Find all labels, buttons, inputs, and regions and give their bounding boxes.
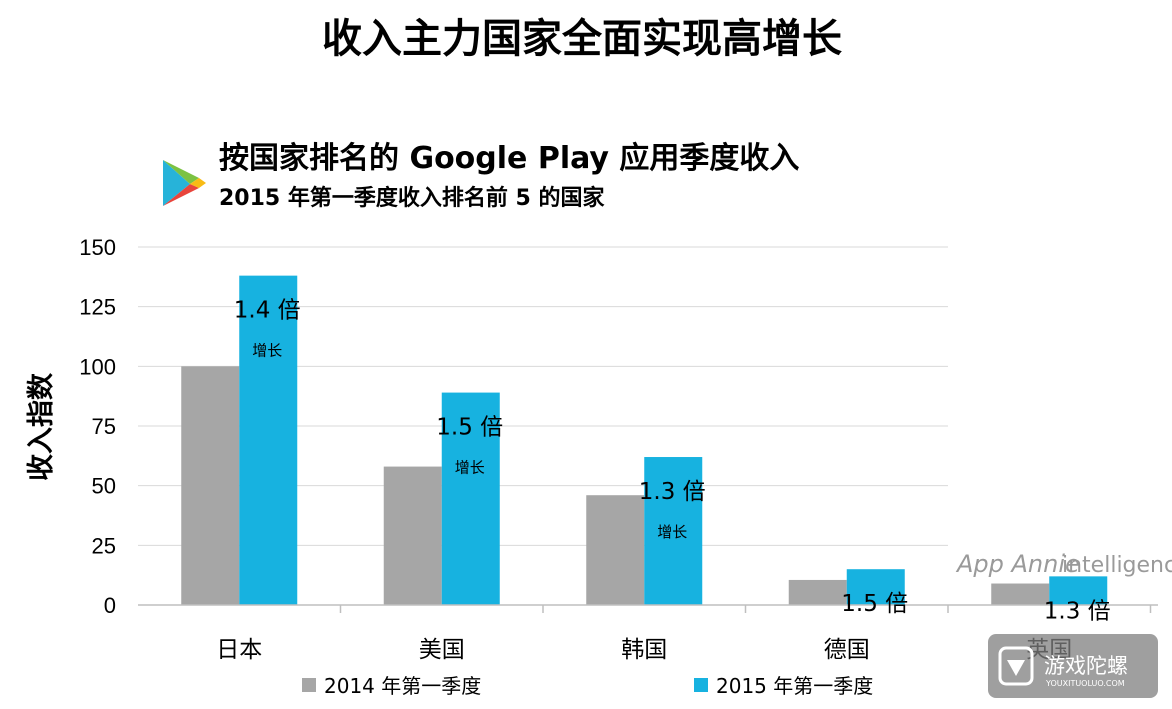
bar (991, 583, 1050, 605)
legend: 2014 年第一季度 2015 年第一季度 (302, 674, 873, 698)
y-tick-label: 150 (79, 235, 116, 260)
x-axis (138, 604, 1158, 613)
app-annie-logo: App Annie intelligence (955, 550, 1172, 578)
category-label: 韩国 (621, 637, 667, 663)
category-labels: 日本美国韩国德国英国 (216, 637, 1072, 663)
bar (441, 392, 500, 605)
y-tick-label: 50 (92, 474, 116, 499)
category-label: 日本 (216, 637, 262, 663)
growth-label: 1.4 倍 (234, 298, 301, 324)
bar (1049, 576, 1108, 605)
bar (181, 366, 240, 605)
bar (239, 275, 298, 605)
page-title: 收入主力国家全面实现高增长 (322, 16, 842, 62)
watermark: 游戏陀螺 YOUXITUOLUO.COM (988, 634, 1158, 698)
growth-label: 1.5 倍 (841, 591, 908, 617)
growth-label: 1.3 倍 (1044, 598, 1111, 624)
google-play-icon (163, 160, 206, 206)
category-label: 德国 (824, 637, 870, 663)
growth-note: 增长 (252, 342, 282, 360)
y-tick-label: 0 (104, 593, 116, 618)
bar (586, 495, 645, 605)
app-annie-text: App Annie (955, 550, 1080, 578)
bar (383, 466, 442, 605)
y-tick-label: 100 (79, 354, 116, 379)
growth-note: 增长 (455, 459, 485, 477)
watermark-url: YOUXITUOLUO.COM (1045, 679, 1125, 688)
y-axis-ticks: 0 25 50 75 100 125 150 (79, 235, 116, 618)
legend-swatch (302, 678, 316, 692)
growth-label: 1.3 倍 (639, 479, 706, 505)
category-label: 美国 (419, 637, 465, 663)
legend-swatch (694, 678, 708, 692)
legend-label: 2015 年第一季度 (716, 674, 873, 698)
y-tick-label: 75 (92, 414, 116, 439)
y-tick-label: 125 (79, 295, 116, 320)
bars (181, 275, 1108, 605)
chart-subtitle: 2015 年第一季度收入排名前 5 的国家 (219, 185, 606, 211)
chart-title: 按国家排名的 Google Play 应用季度收入 (219, 141, 799, 176)
y-axis-label: 收入指数 (26, 372, 57, 481)
app-annie-sub-text: intelligence (1062, 553, 1172, 578)
gyroscope-icon (998, 646, 1034, 686)
bar (644, 457, 703, 605)
growth-note: 增长 (657, 523, 687, 541)
y-tick-label: 25 (92, 533, 116, 558)
legend-label: 2014 年第一季度 (324, 674, 481, 698)
bar (846, 569, 905, 605)
bar (788, 579, 847, 605)
growth-label: 1.5 倍 (436, 415, 503, 441)
watermark-text: 游戏陀螺 (1044, 654, 1128, 678)
